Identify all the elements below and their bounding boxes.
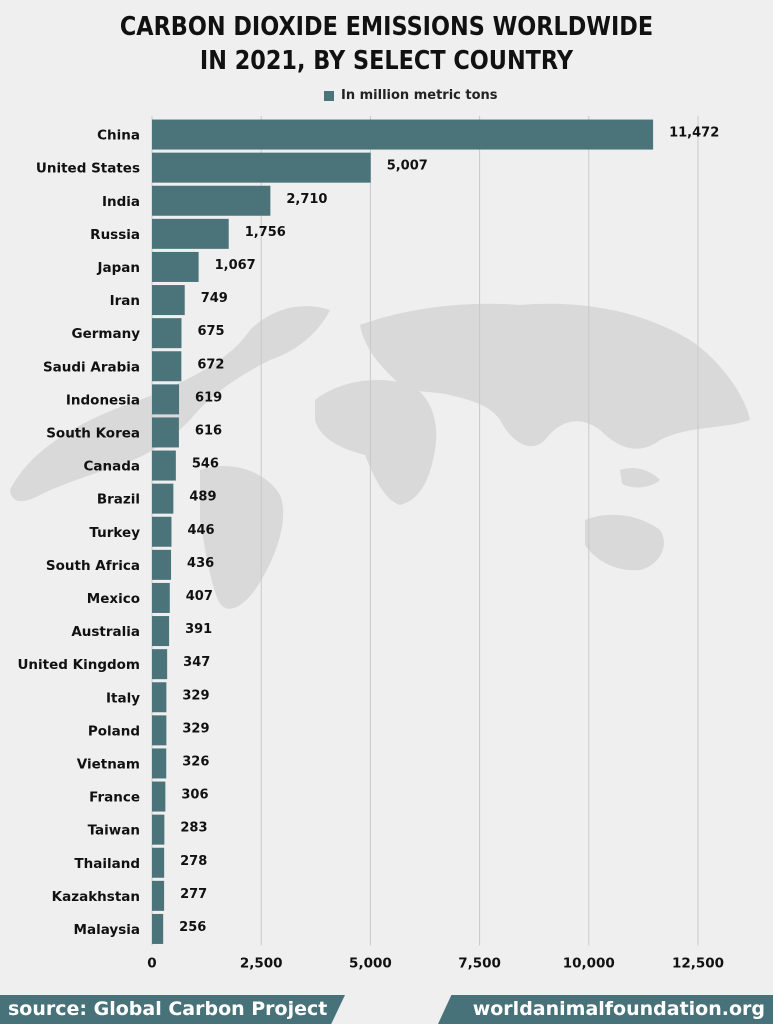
x-tick-label: 12,500 [672, 956, 724, 972]
bar [152, 417, 179, 448]
x-tick-label: 5,000 [349, 956, 392, 972]
category-label: South Africa [46, 558, 140, 574]
value-label: 446 [187, 523, 214, 538]
category-label: Mexico [87, 591, 140, 607]
value-label: 326 [182, 754, 209, 769]
chart-title: CARBON DIOXIDE EMISSIONS WORLDWIDE IN 20… [119, 12, 654, 76]
x-tick-label: 0 [147, 956, 156, 972]
category-label: Japan [96, 260, 140, 276]
x-axis-tick-labels: 0 2,500 5,000 7,500 10,000 12,500 [147, 956, 724, 972]
value-label: 329 [182, 721, 209, 736]
value-label: 256 [179, 920, 206, 935]
value-label: 5,007 [387, 159, 428, 174]
bar [152, 251, 199, 282]
value-label: 407 [186, 589, 213, 604]
category-label: Australia [71, 624, 140, 640]
value-label: 675 [197, 324, 224, 339]
value-label: 619 [195, 390, 222, 405]
value-label: 1,756 [245, 225, 286, 240]
source-banner: source: Global Carbon Project [0, 995, 345, 1024]
category-label: Russia [90, 227, 140, 243]
website-text: worldanimalfoundation.org [472, 998, 765, 1020]
category-label: India [102, 194, 140, 210]
bar [152, 318, 182, 349]
bar [152, 616, 170, 647]
value-label: 283 [180, 821, 207, 836]
bar [152, 814, 165, 845]
bar [152, 847, 165, 878]
value-label: 277 [180, 887, 207, 902]
category-label: Malaysia [74, 922, 140, 938]
source-text: source: Global Carbon Project [8, 998, 328, 1020]
bar [152, 119, 654, 150]
bar [152, 748, 167, 779]
category-label: Iran [110, 293, 140, 309]
category-label: Canada [83, 459, 140, 475]
value-label: 391 [185, 622, 212, 637]
category-labels: China United States India Russia Japan Iran Ge… [17, 128, 140, 938]
category-label: Thailand [74, 856, 140, 872]
value-label: 749 [201, 291, 228, 306]
legend: In million metric tons [324, 88, 498, 103]
bar [152, 549, 172, 580]
bars [152, 119, 654, 944]
x-tick-label: 7,500 [458, 956, 501, 972]
value-label: 329 [182, 688, 209, 703]
category-label: Taiwan [88, 823, 140, 839]
category-label: Saudi Arabia [43, 359, 140, 375]
category-label: Kazakhstan [52, 889, 140, 905]
category-label: South Korea [46, 425, 140, 441]
value-label: 306 [181, 788, 208, 803]
value-label: 616 [195, 423, 222, 438]
value-label: 546 [192, 457, 219, 472]
category-label: Brazil [97, 492, 140, 508]
category-label: Turkey [89, 525, 140, 541]
bar [152, 450, 176, 481]
category-label: Germany [72, 326, 141, 342]
bar [152, 384, 180, 415]
category-label: United Kingdom [17, 657, 140, 673]
category-label: Italy [106, 690, 140, 706]
bar [152, 913, 164, 944]
category-label: Poland [88, 723, 140, 739]
value-label: 2,710 [286, 192, 327, 207]
bar [152, 582, 170, 613]
bar [152, 649, 168, 680]
value-label: 11,472 [669, 126, 719, 141]
bar [152, 152, 371, 183]
bar [152, 185, 271, 216]
bar [152, 285, 185, 316]
value-label: 1,067 [215, 258, 256, 273]
website-banner: worldanimalfoundation.org [438, 995, 773, 1024]
category-label: Indonesia [66, 392, 140, 408]
bar [152, 351, 182, 382]
category-label: China [97, 128, 140, 144]
category-label: United States [36, 161, 140, 177]
x-tick-label: 2,500 [240, 956, 283, 972]
bar [152, 516, 172, 547]
value-label: 436 [187, 556, 214, 571]
value-label: 278 [180, 854, 207, 869]
bar-chart: China United States India Russia Japan Iran Ge… [10, 116, 750, 972]
x-tick-label: 10,000 [563, 956, 615, 972]
bar [152, 715, 167, 746]
value-label: 672 [197, 357, 224, 372]
value-label: 489 [189, 490, 216, 505]
bar [152, 880, 165, 911]
world-map-watermark [10, 303, 750, 609]
bar [152, 781, 166, 812]
bar [152, 483, 174, 514]
category-label: France [89, 790, 140, 806]
value-label: 347 [183, 655, 210, 670]
legend-label: In million metric tons [341, 88, 498, 103]
bar [152, 218, 229, 249]
value-labels: 11,472 5,007 2,710 1,756 1,067 749 675 672 619 61… [179, 126, 719, 935]
legend-swatch [324, 90, 334, 101]
bar [152, 682, 167, 713]
category-label: Vietnam [77, 756, 140, 772]
